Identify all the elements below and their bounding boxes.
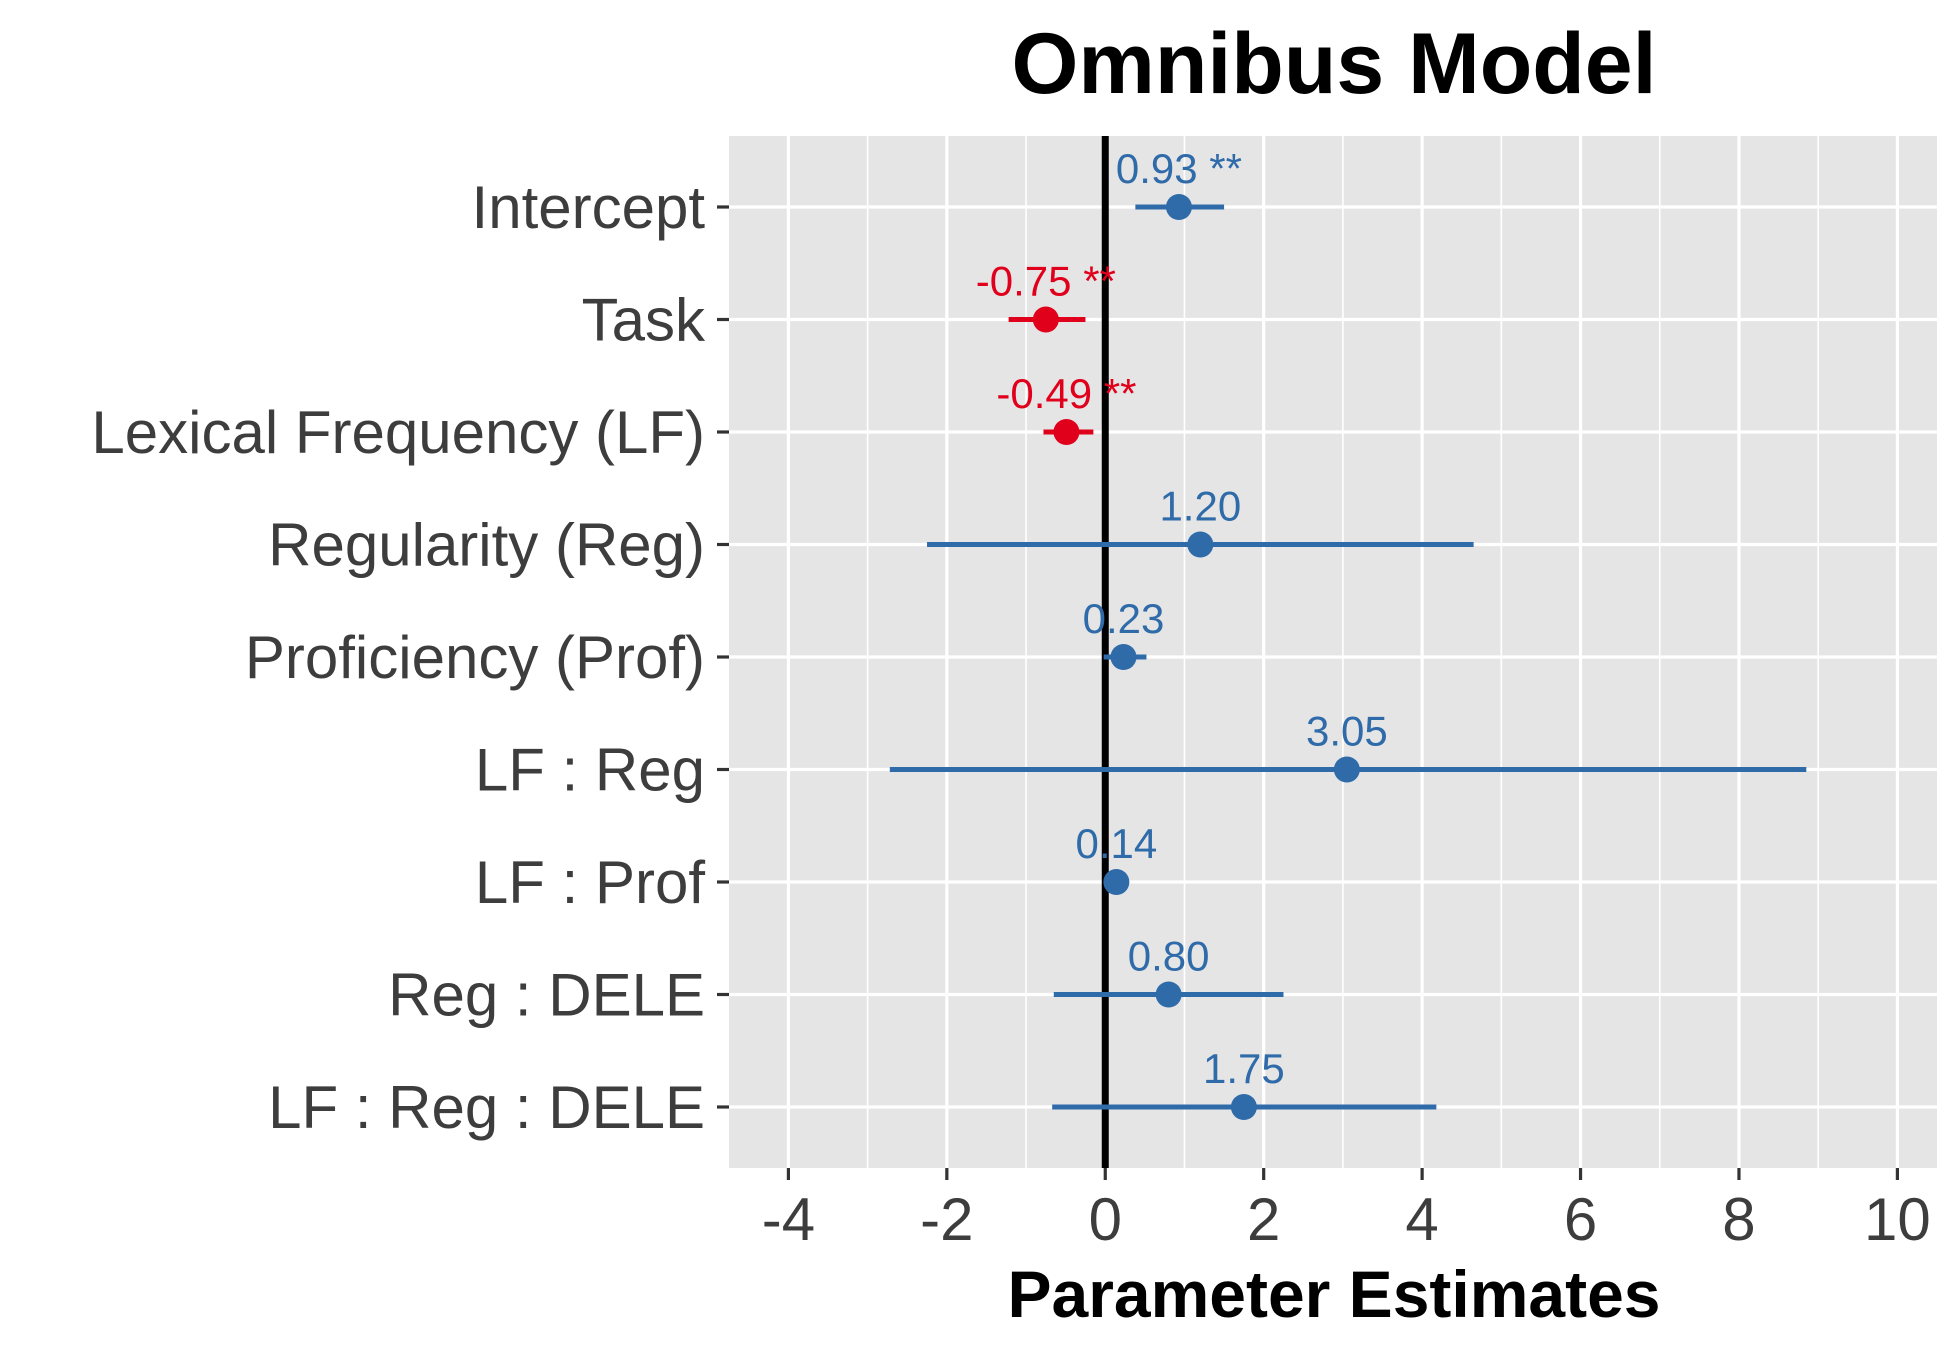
estimate-point	[1165, 194, 1192, 220]
x-tick-label: 10	[1864, 1186, 1931, 1253]
estimate-point	[1103, 869, 1130, 895]
y-tick-label: Task	[582, 287, 706, 354]
y-tick-label: LF : Prof	[475, 849, 705, 916]
estimate-point	[1032, 306, 1059, 333]
y-tick-label: Reg : DELE	[388, 962, 705, 1029]
y-tick-label: LF : Reg	[475, 737, 705, 804]
y-tick-label: LF : Reg : DELE	[268, 1074, 705, 1141]
x-axis-title: Parameter Estimates	[1007, 1257, 1660, 1331]
data-label: 0.14	[1075, 820, 1157, 867]
data-label: 1.20	[1159, 483, 1241, 530]
estimate-point	[1053, 419, 1080, 445]
data-label: -0.75 **	[976, 258, 1116, 305]
y-axis: Intercept Task Lexical Frequency (LF) Regul…	[91, 174, 729, 1141]
x-tick-label: 8	[1722, 1186, 1755, 1253]
grid-major	[729, 136, 1937, 1168]
estimate-point	[1187, 531, 1214, 558]
x-tick-label: 0	[1089, 1186, 1122, 1253]
data-label: 0.80	[1128, 933, 1210, 980]
data-label: 3.05	[1306, 708, 1388, 755]
x-tick-label: -2	[920, 1186, 973, 1253]
y-tick-label: Regularity (Reg)	[268, 512, 705, 579]
data-marks: 0.93 ** -0.75 ** -0.49 ** 1.20 0.23 3.05 0.14 0…	[889, 145, 1807, 1120]
estimate-point	[1230, 1094, 1257, 1120]
x-axis: -4 -2 0 2 4 6 8 10	[762, 1168, 1931, 1253]
estimate-point	[1110, 644, 1137, 670]
data-label: 0.23	[1083, 595, 1165, 642]
estimate-point	[1155, 981, 1182, 1008]
data-label: -0.49 **	[996, 370, 1136, 417]
grid-minor	[866, 136, 1819, 1168]
y-tick-label: Intercept	[472, 174, 706, 241]
y-tick-label: Proficiency (Prof)	[245, 624, 705, 691]
plot-panel	[729, 136, 1937, 1168]
x-tick-label: 6	[1564, 1186, 1597, 1253]
estimate-point	[1333, 756, 1360, 783]
x-tick-label: -4	[762, 1186, 815, 1253]
x-tick-label: 2	[1247, 1186, 1280, 1253]
chart-title: Omnibus Model	[1012, 16, 1657, 112]
data-label: 1.75	[1203, 1045, 1285, 1092]
y-tick-label: Lexical Frequency (LF)	[91, 399, 705, 466]
x-tick-label: 4	[1405, 1186, 1438, 1253]
data-label: 0.93 **	[1116, 145, 1242, 192]
